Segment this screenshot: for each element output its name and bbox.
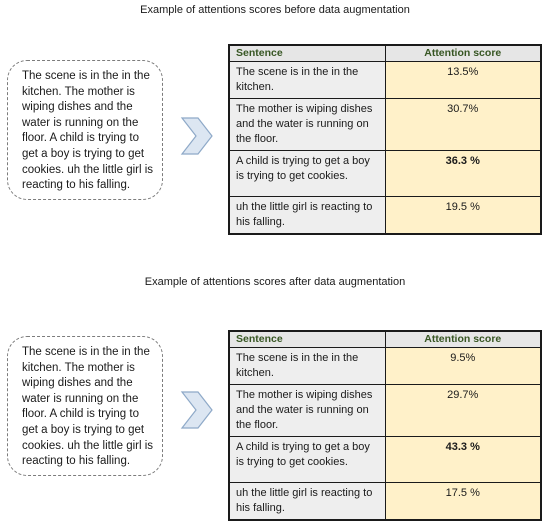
sentence-cell: The scene is in the in the kitchen. (228, 347, 386, 385)
sentence-cell: uh the little girl is reacting to his fa… (228, 196, 386, 235)
table-row: A child is trying to get a boy is trying… (228, 436, 542, 483)
score-cell: 13.5% (384, 61, 542, 99)
attention-score-table: Sentence Attention score The scene is in… (228, 44, 542, 235)
sentence-cell: The mother is wiping dishes and the wate… (228, 98, 386, 151)
score-cell: 30.7% (384, 98, 542, 151)
score-cell: 17.5 % (384, 482, 542, 521)
column-header-attention-score: Attention score (384, 44, 542, 62)
score-cell-highest: 36.3 % (384, 150, 542, 197)
transcript-box: The scene is in the in the kitchen. The … (7, 336, 163, 476)
attention-score-table: Sentence Attention score The scene is in… (228, 330, 542, 521)
sentence-cell: The mother is wiping dishes and the wate… (228, 384, 386, 437)
score-cell: 19.5 % (384, 196, 542, 235)
table-row: The mother is wiping dishes and the wate… (228, 384, 542, 437)
column-header-sentence: Sentence (228, 44, 386, 62)
transcript-box: The scene is in the in the kitchen. The … (7, 60, 163, 200)
score-cell-highest: 43.3 % (384, 436, 542, 483)
table-row: The scene is in the in the kitchen. 13.5… (228, 61, 542, 99)
table-row: uh the little girl is reacting to his fa… (228, 482, 542, 521)
panel-before-augmentation: Example of attentions scores before data… (0, 0, 550, 258)
chevron-right-icon (176, 390, 216, 430)
panel-title: Example of attentions scores before data… (140, 4, 410, 16)
column-header-attention-score: Attention score (384, 330, 542, 348)
panel-after-augmentation: Example of attentions scores after data … (0, 258, 550, 521)
table-row: A child is trying to get a boy is trying… (228, 150, 542, 197)
sentence-cell: A child is trying to get a boy is trying… (228, 436, 386, 483)
chevron-right-icon (176, 116, 216, 156)
sentence-cell: The scene is in the in the kitchen. (228, 61, 386, 99)
column-header-sentence: Sentence (228, 330, 386, 348)
table-row: uh the little girl is reacting to his fa… (228, 196, 542, 235)
sentence-cell: A child is trying to get a boy is trying… (228, 150, 386, 197)
score-cell: 29.7% (384, 384, 542, 437)
table-row: The mother is wiping dishes and the wate… (228, 98, 542, 151)
table-row: The scene is in the in the kitchen. 9.5% (228, 347, 542, 385)
panel-title: Example of attentions scores after data … (144, 276, 406, 288)
sentence-cell: uh the little girl is reacting to his fa… (228, 482, 386, 521)
score-cell: 9.5% (384, 347, 542, 385)
